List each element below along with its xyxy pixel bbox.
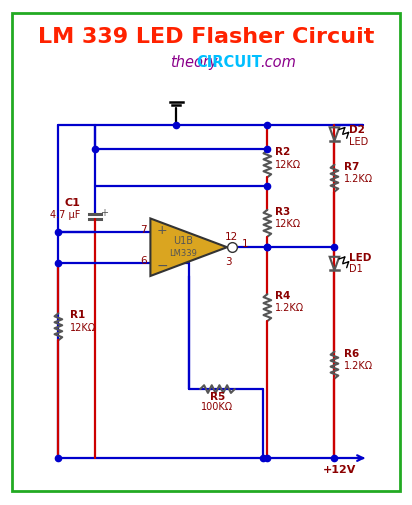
Text: D2: D2 (349, 125, 365, 135)
Text: 1.2KΩ: 1.2KΩ (275, 303, 304, 313)
Text: D1: D1 (349, 264, 363, 274)
Text: R6: R6 (344, 348, 359, 358)
Text: U1B: U1B (173, 235, 193, 245)
Text: 4.7 μF: 4.7 μF (50, 209, 80, 219)
Text: LM339: LM339 (169, 248, 197, 257)
Text: .com: .com (260, 55, 296, 70)
Text: 7: 7 (140, 224, 147, 234)
Text: R7: R7 (344, 161, 359, 171)
Text: LED: LED (349, 136, 368, 146)
Text: R3: R3 (275, 206, 290, 216)
Polygon shape (150, 219, 227, 276)
Text: C1: C1 (65, 198, 80, 208)
Text: 3: 3 (225, 256, 232, 266)
Text: LM 339 LED Flasher Circuit: LM 339 LED Flasher Circuit (38, 27, 374, 47)
Text: 12: 12 (225, 231, 239, 241)
Text: 12KΩ: 12KΩ (70, 322, 96, 332)
Text: −: − (156, 258, 168, 272)
Text: LED: LED (349, 252, 371, 262)
Text: R2: R2 (275, 147, 290, 157)
Text: R1: R1 (70, 310, 85, 320)
Text: R5: R5 (210, 391, 225, 401)
Text: CIRCUIT: CIRCUIT (197, 55, 262, 70)
Text: R4: R4 (275, 290, 290, 300)
Text: +12V: +12V (323, 465, 356, 475)
Text: 1.2KΩ: 1.2KΩ (344, 174, 373, 184)
Text: +: + (100, 208, 108, 217)
Text: theory: theory (170, 55, 218, 70)
Text: 1: 1 (241, 239, 248, 249)
Text: +: + (156, 224, 167, 237)
Text: 12KΩ: 12KΩ (275, 160, 301, 169)
Text: 6: 6 (140, 256, 147, 265)
Text: 12KΩ: 12KΩ (275, 219, 301, 229)
Text: 1.2KΩ: 1.2KΩ (344, 360, 373, 370)
Text: 100KΩ: 100KΩ (201, 401, 234, 412)
